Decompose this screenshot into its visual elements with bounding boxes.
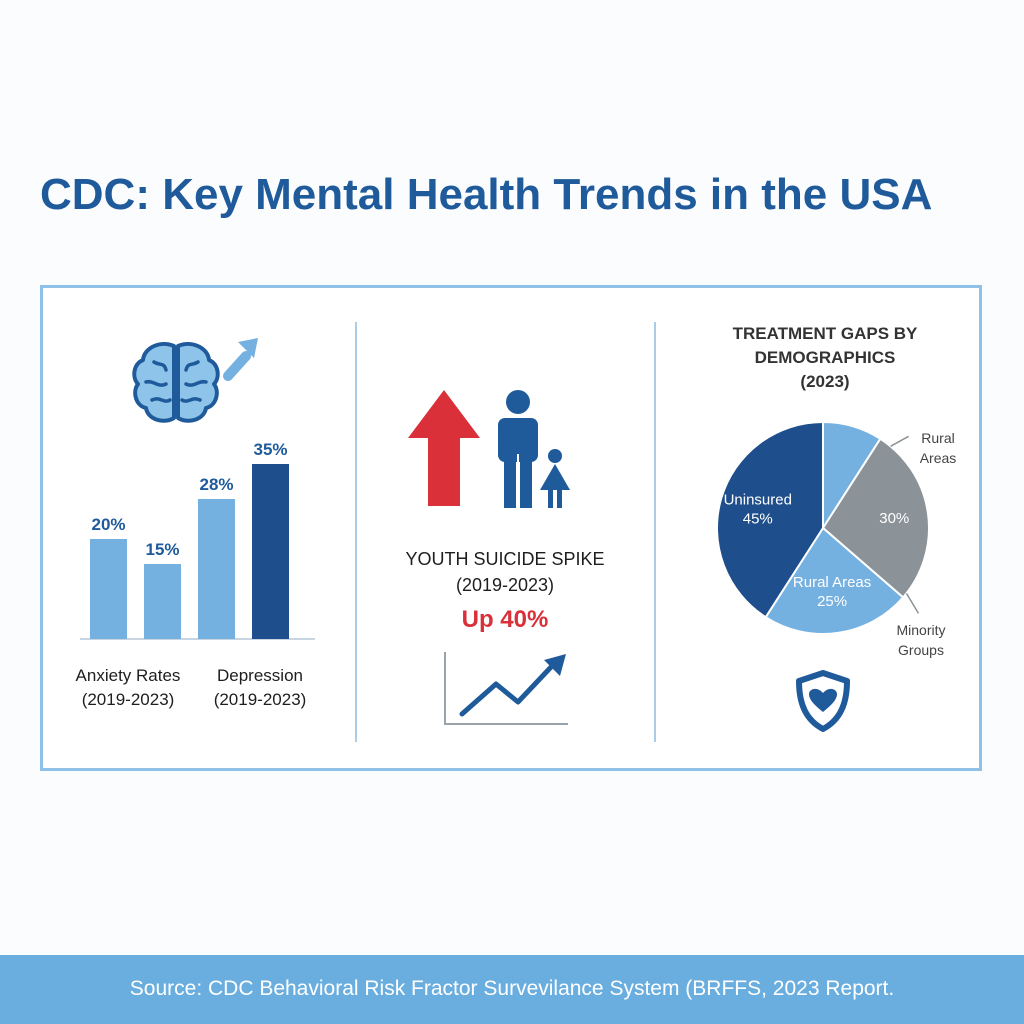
trend-up-arrow-icon: [223, 338, 258, 381]
pie-slice-3: [764, 526, 905, 635]
bar-value-label-3: 28%: [199, 475, 233, 494]
pie-slice-4-label-2: 45%: [743, 510, 773, 527]
pie-slice-2: [821, 437, 930, 599]
bar-3: [198, 499, 235, 639]
adult-figure-icon: [498, 390, 538, 508]
pie-slice-4-label-1: Uninsured: [724, 491, 792, 508]
bar-4: [252, 464, 289, 639]
pie-slice-3-label-1: Rural Areas: [793, 574, 871, 591]
panel-divider-right: [654, 322, 656, 742]
bar-value-label-4: 35%: [253, 440, 287, 459]
red-up-arrow-icon: [408, 390, 480, 506]
pie-title-line-2: DEMOGRAPHICS: [754, 348, 896, 367]
youth-suicide-period: (2019-2023): [455, 575, 555, 595]
pie-callout-rural-line: [890, 435, 909, 447]
pie-chart: 30% Rural Areas 25% Uninsured 45%: [716, 420, 930, 635]
bar-label-anxiety-period: (2019-2023): [81, 690, 175, 709]
bar-1: [90, 539, 127, 639]
page-title: CDC: Key Mental Health Trends in the USA: [40, 170, 933, 219]
pie-slice-3-label-2: 25%: [817, 593, 847, 610]
bar-value-label-1: 20%: [91, 515, 125, 534]
pie-title-line-1: TREATMENT GAPS BY: [732, 324, 918, 343]
pie-callout-rural-line-2: Areas: [919, 450, 957, 466]
bar-label-depression-period: (2019-2023): [213, 690, 307, 709]
source-footer: [0, 955, 1024, 1024]
pie-slice-4: [716, 420, 824, 619]
bar-label-anxiety-title: Anxiety Rates: [75, 666, 181, 685]
bar-value-label-2: 15%: [145, 540, 179, 559]
bar-chart: 20% 15% 28% 35%: [80, 440, 315, 640]
bar-label-anxiety: Anxiety Rates (2019-2023): [48, 664, 208, 712]
shield-heart-icon: [796, 670, 850, 732]
pie-callout-minority-line-1: Minority: [896, 622, 946, 638]
pie-callout-rural-line-1: Rural: [921, 430, 955, 446]
source-text: Source: CDC Behavioral Risk Fractor Surv…: [129, 977, 895, 1000]
line-trend-icon: [444, 652, 568, 725]
brain-icon: [132, 341, 220, 423]
pie-callout-rural: Rural Areas: [908, 428, 968, 468]
youth-suicide-heading: YOUTH SUICIDE SPIKE: [405, 549, 605, 569]
pie-slice-2-label-1: 30%: [879, 510, 909, 527]
panel-divider-left: [355, 322, 357, 742]
pie-title: TREATMENT GAPS BY DEMOGRAPHICS (2023): [700, 322, 950, 394]
youth-suicide-change: Up 40%: [461, 606, 549, 633]
child-figure-icon: [540, 449, 570, 508]
pie-callout-minority-line: [905, 592, 920, 614]
pie-title-line-3: (2023): [800, 372, 850, 391]
bar-2: [144, 564, 181, 639]
bar-label-depression-title: Depression: [217, 666, 303, 685]
pie-callout-minority: Minority Groups: [880, 620, 962, 660]
bar-label-depression: Depression (2019-2023): [180, 664, 340, 712]
pie-callout-minority-line-2: Groups: [898, 642, 944, 658]
